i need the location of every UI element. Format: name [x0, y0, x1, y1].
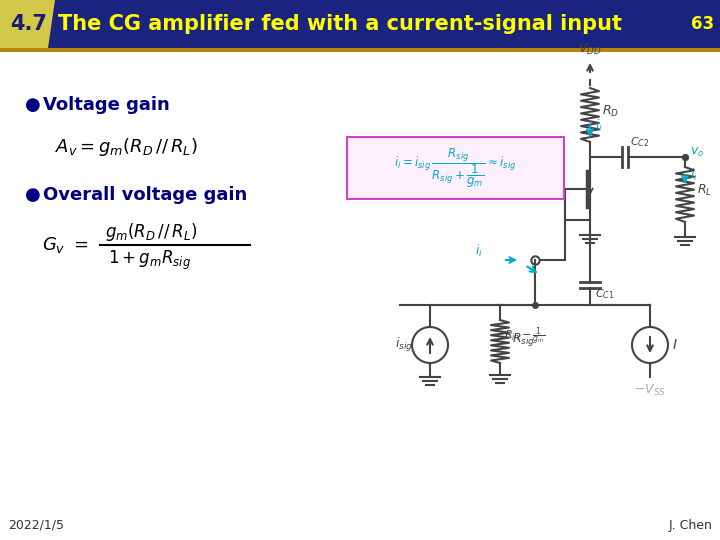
Bar: [0, 48, 720, 52]
Text: $i_i$: $i_i$: [475, 243, 483, 259]
Text: Voltage gain: Voltage gain: [43, 96, 170, 114]
Text: 2022/1/5: 2022/1/5: [8, 519, 64, 532]
FancyBboxPatch shape: [347, 137, 564, 199]
Text: $C_{C2}$: $C_{C2}$: [630, 135, 649, 149]
Text: ●: ●: [25, 96, 41, 114]
Text: $i_i = i_{sig}\,\dfrac{R_{sig}}{R_{sig}+\dfrac{1}{g_m}} \approx i_{sig}$: $i_i = i_{sig}\,\dfrac{R_{sig}}{R_{sig}+…: [395, 146, 517, 190]
Text: $G_v\ =$: $G_v\ =$: [42, 235, 89, 255]
Text: $A_v = g_m(R_D\,//\,R_L)$: $A_v = g_m(R_D\,//\,R_L)$: [55, 136, 198, 158]
Text: $g_m(R_D\,//\,R_L)$: $g_m(R_D\,//\,R_L)$: [105, 221, 197, 243]
Text: $R_D$: $R_D$: [602, 104, 619, 119]
Text: ●: ●: [25, 186, 41, 204]
Text: $v_o$: $v_o$: [690, 146, 704, 159]
Text: $i_{sig}$: $i_{sig}$: [395, 336, 413, 354]
Text: $R_{sig}$: $R_{sig}$: [512, 331, 535, 348]
Text: $-V_{SS}$: $-V_{SS}$: [634, 383, 666, 398]
Text: $i_i$: $i_i$: [595, 118, 603, 134]
Text: $I$: $I$: [672, 338, 678, 352]
Text: 63: 63: [691, 15, 714, 33]
Polygon shape: [0, 0, 55, 48]
Text: Overall voltage gain: Overall voltage gain: [43, 186, 247, 204]
Text: 4.7: 4.7: [10, 14, 47, 34]
Text: $V_{DD}$: $V_{DD}$: [578, 42, 602, 57]
Text: $R_{in} - \frac{1}{g_m}$: $R_{in} - \frac{1}{g_m}$: [505, 325, 546, 348]
Text: $i_i$: $i_i$: [690, 167, 698, 183]
Text: J. Chen: J. Chen: [668, 519, 712, 532]
Text: The CG amplifier fed with a current-signal input: The CG amplifier fed with a current-sign…: [58, 14, 622, 34]
Text: $C_{C1}$: $C_{C1}$: [595, 287, 614, 301]
Bar: [0, 0, 720, 48]
Text: $1 + g_m R_{sig}$: $1 + g_m R_{sig}$: [108, 248, 191, 272]
Text: $R_L$: $R_L$: [697, 183, 712, 198]
